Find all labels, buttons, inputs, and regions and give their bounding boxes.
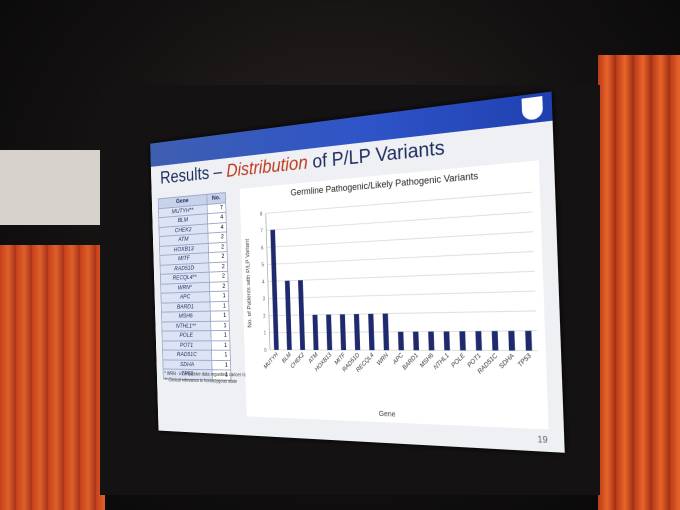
table-cell: 1 (210, 310, 230, 321)
y-tick-label: 8 (260, 211, 263, 217)
chart: Germline Pathogenic/Likely Pathogenic Va… (239, 160, 549, 430)
grid-line (269, 311, 536, 316)
y-tick-label: 3 (263, 297, 266, 303)
table-cell: 1 (211, 340, 231, 351)
x-tick-label: POLE (450, 353, 467, 370)
table-cell: NTHL1** (161, 320, 211, 332)
y-tick-label: 2 (263, 314, 266, 320)
bar (428, 331, 435, 351)
x-tick-label: NTHL1 (433, 353, 451, 372)
table-cell: 1 (210, 320, 230, 331)
table-row: POLE 1 (161, 330, 230, 341)
bar (475, 331, 482, 351)
table-cell: RAD51C (162, 350, 212, 360)
slide: Results – Distribution of P/LP Variants … (150, 91, 565, 453)
y-tick-label: 1 (264, 331, 267, 337)
bar (326, 314, 333, 351)
table-cell: POT1 (162, 340, 212, 351)
logo (521, 96, 544, 121)
bar (312, 314, 319, 351)
x-tick-label: WRN (376, 352, 391, 368)
x-tick-label: TP53 (517, 352, 534, 369)
grid-line (268, 271, 535, 281)
table-cell: 2 (209, 281, 229, 292)
page-number: 19 (537, 434, 548, 446)
y-tick-label: 0 (264, 348, 267, 354)
footnote: ** Clinical relevance in homozygous stat… (164, 377, 238, 385)
table-cell: 1 (211, 359, 231, 371)
y-tick-label: 4 (262, 280, 265, 286)
bar (443, 331, 450, 351)
table-cell: 1 (211, 350, 231, 361)
bar (353, 314, 361, 351)
table-cell: 1 (210, 300, 229, 312)
table-cell: POLE (161, 330, 212, 341)
wall (0, 150, 110, 225)
y-tick-label: 7 (260, 228, 263, 234)
chart-title: Germline Pathogenic/Likely Pathogenic Va… (290, 170, 479, 198)
x-tick-label: BLM (281, 352, 292, 365)
y-axis-label: No. of Patients with P/LP Variant (244, 238, 253, 327)
table-cell: 1 (209, 290, 229, 302)
bar (382, 313, 390, 351)
x-tick-label: CHEK2 (290, 351, 307, 370)
x-tick-label: MUTYH (263, 351, 280, 370)
grid-line (267, 232, 533, 248)
grid-line (267, 251, 534, 264)
bar (397, 331, 404, 351)
table-cell: 1 (210, 330, 230, 341)
bar (525, 330, 533, 351)
x-axis-label: Gene (379, 411, 396, 419)
table-row: POT1 1 (162, 340, 231, 351)
bar (339, 314, 347, 351)
grid-line (268, 291, 535, 298)
y-tick-label: 6 (261, 245, 264, 251)
bar (491, 331, 499, 351)
x-tick-label: SDHA (498, 353, 516, 371)
table-row: NTHL1** 1 (161, 320, 230, 332)
gene-table: Gene No. MUTYH** 7 BLM 4 CHEK2 4 ATM 2 HOXB13 2 MIT… (158, 192, 232, 380)
x-tick-label: BARD1 (402, 352, 420, 371)
curtain (0, 245, 105, 510)
bar (459, 331, 466, 351)
bar (368, 313, 375, 351)
slide-wrap: Results – Distribution of P/LP Variants … (118, 91, 565, 453)
title-accent: Distribution (226, 152, 309, 182)
title-text: Results – (159, 161, 227, 189)
bar (508, 330, 516, 351)
curtain (598, 55, 680, 510)
bar (412, 331, 420, 351)
y-tick-label: 5 (261, 263, 264, 269)
bar (270, 229, 279, 350)
grid-line (266, 212, 532, 230)
